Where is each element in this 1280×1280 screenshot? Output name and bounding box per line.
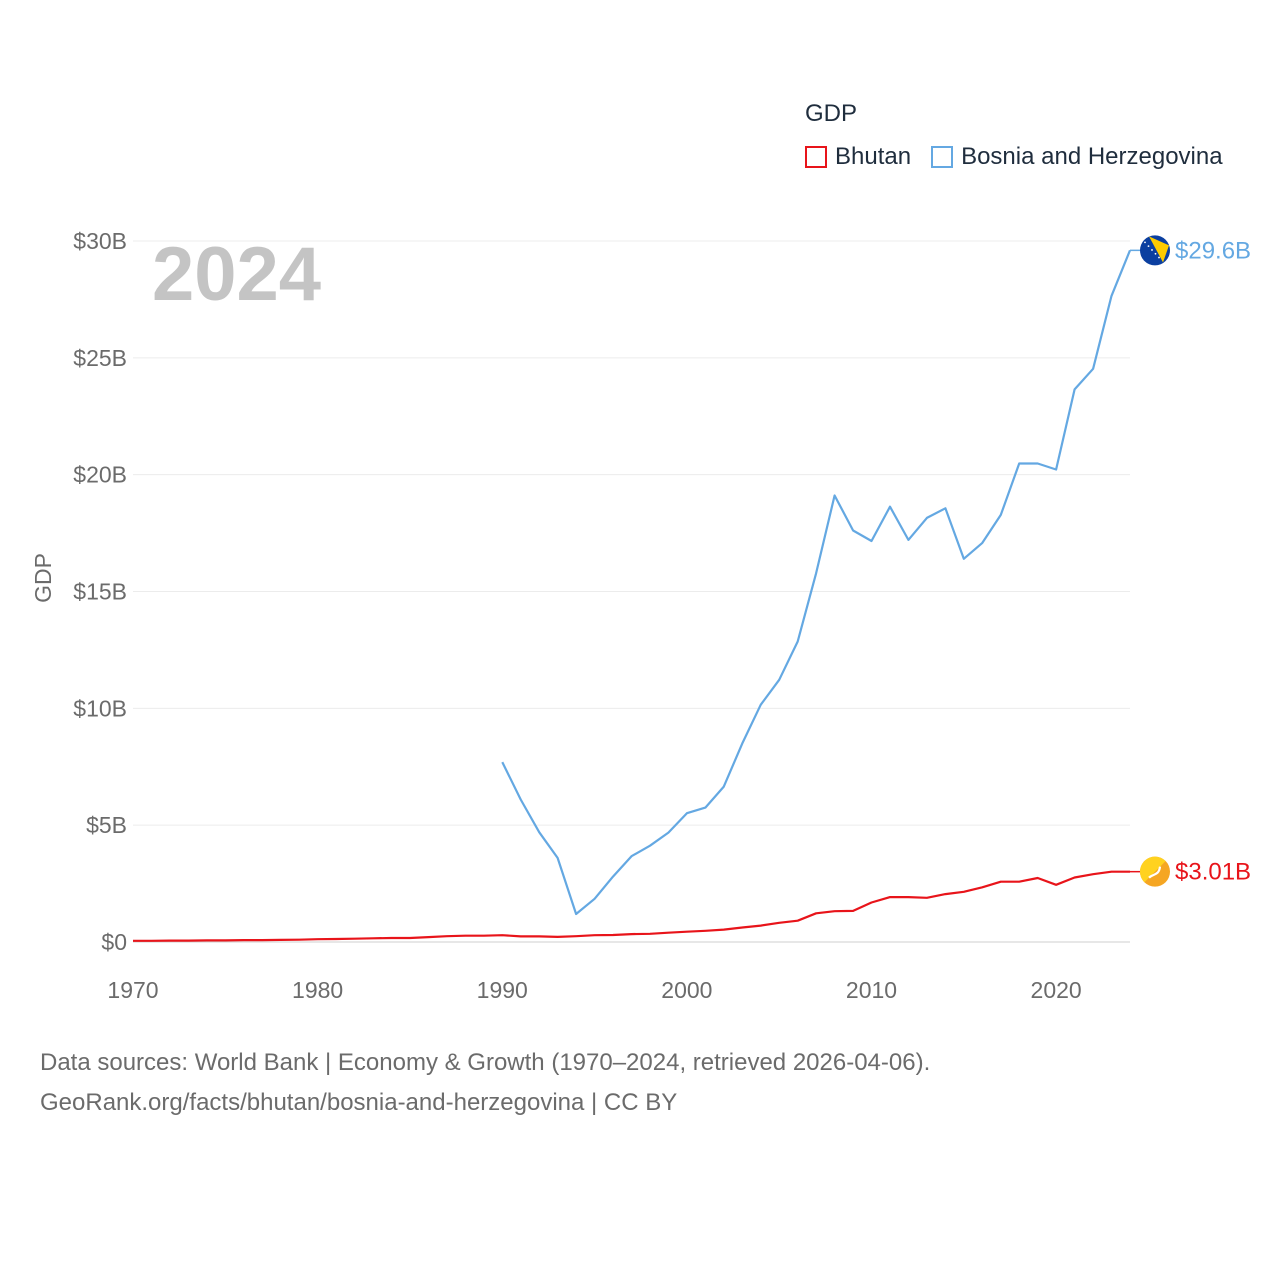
x-axis-ticks: 1970 1980 1990 2000 2010 2020 [107, 977, 1081, 1003]
legend-title: GDP [805, 100, 858, 127]
legend-item-bhutan[interactable]: Bhutan [805, 143, 911, 171]
end-markers: $3.01B $29.6B [1130, 235, 1251, 887]
y-tick-label: $20B [73, 462, 127, 488]
legend-swatch-bosnia [931, 146, 954, 168]
x-tick-label: 2020 [1031, 977, 1082, 1003]
year-watermark: 2024 [152, 232, 321, 317]
legend-label-bosnia: Bosnia and Herzegovina [961, 143, 1223, 170]
y-axis-label: GDP [30, 553, 56, 603]
y-tick-label: $30B [73, 228, 127, 254]
legend-swatch-bhutan [805, 146, 827, 168]
x-tick-label: 1980 [292, 977, 343, 1003]
x-tick-label: 1970 [107, 977, 158, 1003]
y-tick-label: $15B [73, 579, 127, 605]
source-line-2[interactable]: GeoRank.org/facts/bhutan/bosnia-and-herz… [40, 1089, 678, 1116]
legend-label-bhutan: Bhutan [835, 143, 912, 170]
y-tick-label: $0 [101, 929, 127, 955]
series-lines [133, 249, 1132, 942]
y-tick-label: $25B [73, 345, 127, 371]
legend-item-bosnia[interactable]: Bosnia and Herzegovina [931, 143, 1223, 171]
bhutan-flag-icon [1140, 856, 1170, 887]
bosnia-flag-icon [1140, 235, 1170, 266]
series-line-bosnia[interactable] [501, 249, 1132, 916]
y-axis-ticks: $0 $5B $10B $15B $20B $25B $30B [73, 228, 127, 955]
y-tick-label: $5B [86, 812, 127, 838]
x-tick-label: 1990 [477, 977, 528, 1003]
series-line-bhutan[interactable] [133, 870, 1130, 942]
grid-lines [133, 240, 1130, 943]
end-value-label: $29.6B [1175, 237, 1251, 264]
legend: Bhutan Bosnia and Herzegovina [805, 143, 1243, 171]
end-value-label: $3.01B [1175, 859, 1251, 886]
data-sources: Data sources: World Bank | Economy & Gro… [40, 1043, 930, 1123]
x-tick-label: 2010 [846, 977, 897, 1003]
source-line-1: Data sources: World Bank | Economy & Gro… [40, 1049, 931, 1076]
x-tick-label: 2000 [661, 977, 712, 1003]
y-tick-label: $10B [73, 695, 127, 721]
